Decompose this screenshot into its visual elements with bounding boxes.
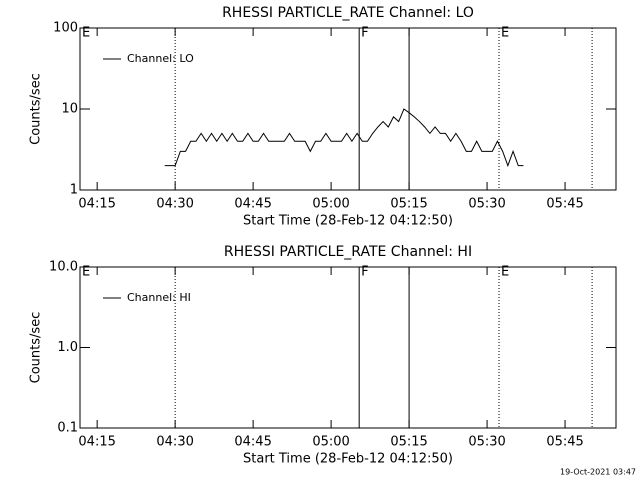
x-tick-label: 05:30 bbox=[468, 197, 505, 212]
y-axis-label: Counts/sec bbox=[29, 73, 44, 145]
x-tick-label: 04:15 bbox=[78, 197, 115, 212]
x-tick-label: 05:45 bbox=[546, 435, 583, 450]
x-axis-label: Start Time (28-Feb-12 04:12:50) bbox=[243, 214, 453, 229]
y-tick-label: 1 bbox=[70, 183, 78, 198]
y-tick-label: 10 bbox=[61, 102, 78, 117]
event-label: E bbox=[82, 26, 90, 41]
panel-title: RHESSI PARTICLE_RATE Channel: LO bbox=[222, 5, 474, 21]
timestamp: 19-Oct-2021 03:47 bbox=[560, 468, 636, 477]
event-label: F bbox=[361, 26, 368, 41]
plot-area bbox=[80, 267, 593, 428]
x-axis-label: Start Time (28-Feb-12 04:12:50) bbox=[243, 452, 453, 467]
legend-label: Channel: HI bbox=[127, 291, 191, 304]
x-tick-label: 04:45 bbox=[234, 197, 271, 212]
x-tick-label: 04:45 bbox=[234, 435, 271, 450]
y-tick-label: 100 bbox=[53, 21, 78, 36]
event-label: E bbox=[501, 265, 509, 280]
x-tick-label: 04:30 bbox=[156, 435, 193, 450]
x-tick-label: 05:45 bbox=[546, 197, 583, 212]
x-tick-label: 05:30 bbox=[468, 435, 505, 450]
y-tick-label: 10.0 bbox=[49, 260, 78, 275]
event-label: E bbox=[501, 26, 509, 41]
legend-label: Channel: LO bbox=[127, 52, 194, 65]
panel-title: RHESSI PARTICLE_RATE Channel: HI bbox=[224, 244, 472, 260]
y-axis-label: Counts/sec bbox=[29, 312, 44, 384]
x-tick-label: 05:00 bbox=[312, 197, 349, 212]
x-tick-label: 04:15 bbox=[78, 435, 115, 450]
data-line bbox=[165, 109, 576, 166]
event-label: E bbox=[82, 265, 90, 280]
x-tick-label: 05:15 bbox=[390, 435, 427, 450]
y-tick-label: 1.0 bbox=[57, 340, 78, 355]
x-tick-label: 04:30 bbox=[156, 197, 193, 212]
x-tick-label: 05:15 bbox=[390, 197, 427, 212]
x-tick-label: 05:00 bbox=[312, 435, 349, 450]
plot-area bbox=[80, 28, 593, 190]
y-tick-label: 0.1 bbox=[57, 421, 78, 436]
event-label: F bbox=[361, 265, 368, 280]
